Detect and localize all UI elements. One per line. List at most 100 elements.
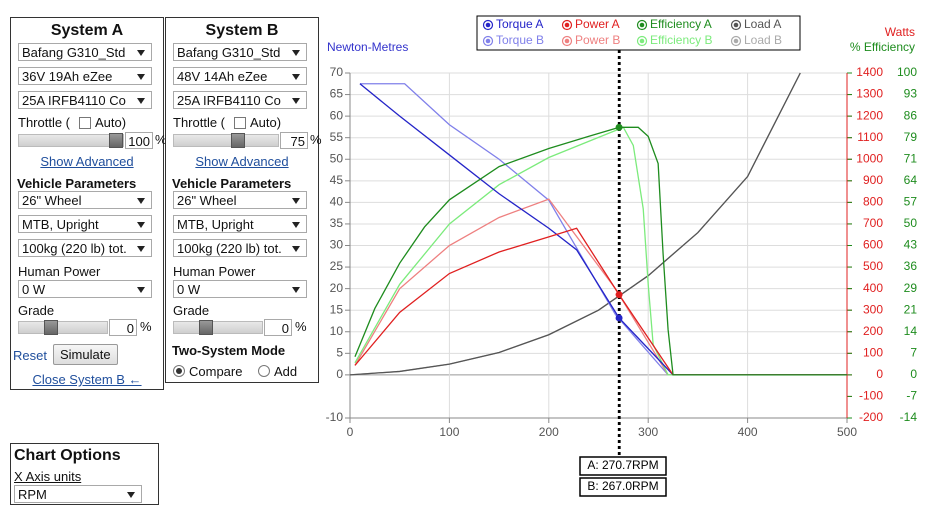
unit: % <box>155 132 167 147</box>
legend-marker-dot <box>564 38 570 44</box>
y-tick-label: 400 <box>863 281 883 295</box>
legend-label: Efficiency A <box>650 17 712 31</box>
cursor-dot <box>615 314 623 322</box>
link[interactable]: Show Advanced <box>40 154 134 169</box>
y-tick-label: 1000 <box>856 151 883 165</box>
y-tick-label: 900 <box>863 173 883 187</box>
y-tick-label: -7 <box>906 389 917 403</box>
input[interactable]: 100 <box>125 132 153 149</box>
heading: Two-System Mode <box>172 343 286 358</box>
y-tick-label: 0 <box>910 367 917 381</box>
legend-marker-dot <box>485 38 491 44</box>
y-tick-label: 200 <box>863 324 883 338</box>
panel-title: System B <box>205 22 279 39</box>
button[interactable]: Simulate <box>53 344 118 365</box>
y-tick-label: -14 <box>900 410 918 424</box>
y-tick-label: 1100 <box>857 130 883 144</box>
select[interactable]: 25A IRFB4110 Co <box>173 91 307 109</box>
y-tick-label: 10 <box>330 324 344 338</box>
radio[interactable] <box>258 365 270 377</box>
cursor-label: B: 267.0RPM <box>587 479 658 493</box>
slider[interactable] <box>18 320 108 335</box>
system-panel: System A Bafang G310_Std 36V 19Ah eZee 25A … <box>10 17 167 390</box>
y-tick-label: 70 <box>330 65 344 79</box>
legend-label: Power B <box>575 33 620 47</box>
select[interactable]: 100kg (220 lb) tot. <box>18 239 152 257</box>
x-tick-label: 500 <box>837 425 857 439</box>
input[interactable]: 0 <box>264 319 292 336</box>
y-tick-label: 7 <box>910 345 917 359</box>
select[interactable]: 26" Wheel <box>18 191 152 209</box>
unit: % <box>310 132 322 147</box>
select[interactable]: 26" Wheel <box>173 191 307 209</box>
select[interactable]: RPM <box>14 485 142 503</box>
select[interactable]: 0 W <box>18 280 152 298</box>
slider-thumb[interactable] <box>44 320 58 335</box>
y-tick-label: 71 <box>904 151 918 165</box>
select[interactable]: Bafang G310_Std <box>18 43 152 61</box>
select[interactable]: 100kg (220 lb) tot. <box>173 239 307 257</box>
legend-label: Power A <box>575 17 620 31</box>
y-tick-label: 45 <box>330 173 344 187</box>
select[interactable]: MTB, Upright <box>18 215 152 233</box>
axis-label: Watts <box>885 25 915 39</box>
y-tick-label: 50 <box>904 216 918 230</box>
legend-label: Torque A <box>496 17 543 31</box>
x-tick-label: 200 <box>539 425 559 439</box>
y-tick-label: 86 <box>904 108 918 122</box>
y-tick-label: 79 <box>904 130 918 144</box>
y-tick-label: 0 <box>876 367 883 381</box>
select[interactable]: 48V 14Ah eZee <box>173 67 307 85</box>
legend-label: Load B <box>744 33 782 47</box>
y-tick-label: 1300 <box>856 87 883 101</box>
series-line <box>354 227 847 376</box>
input[interactable]: 75 <box>280 132 308 149</box>
y-tick-label: 29 <box>904 281 918 295</box>
legend-marker-dot <box>639 22 645 28</box>
cursor-label: A: 270.7RPM <box>587 458 658 472</box>
select[interactable]: MTB, Upright <box>173 215 307 233</box>
y-tick-label: 36 <box>904 259 918 273</box>
y-tick-label: 800 <box>863 195 883 209</box>
radio[interactable] <box>173 365 185 377</box>
slider[interactable] <box>18 133 124 148</box>
heading: Vehicle Parameters <box>172 176 292 191</box>
unit: % <box>295 319 307 334</box>
link[interactable]: Show Advanced <box>195 154 289 169</box>
select[interactable]: Bafang G310_Std <box>173 43 307 61</box>
slider-thumb[interactable] <box>109 133 123 148</box>
heading: Chart Options <box>14 447 121 464</box>
x-tick-label: 0 <box>347 425 354 439</box>
link[interactable]: Reset <box>13 348 47 363</box>
y-tick-label: -10 <box>326 410 344 424</box>
slider-thumb[interactable] <box>199 320 213 335</box>
series-line <box>359 83 847 376</box>
y-tick-label: 64 <box>904 173 918 187</box>
slider[interactable] <box>173 320 263 335</box>
legend-marker-dot <box>564 22 570 28</box>
y-tick-label: 5 <box>336 345 343 359</box>
select[interactable]: 0 W <box>173 280 307 298</box>
legend-marker-dot <box>485 22 491 28</box>
y-tick-label: 1200 <box>856 108 883 122</box>
checkbox[interactable] <box>234 117 246 129</box>
legend-label: Efficiency B <box>650 33 712 47</box>
y-tick-label: 500 <box>863 259 883 273</box>
input[interactable]: 0 <box>109 319 137 336</box>
y-tick-label: 25 <box>330 259 344 273</box>
link[interactable]: Close System B ← <box>32 372 142 387</box>
slider-thumb[interactable] <box>231 133 245 148</box>
y-tick-label: 1400 <box>856 65 883 79</box>
select[interactable]: 25A IRFB4110 Co <box>18 91 152 109</box>
slider[interactable] <box>173 133 279 148</box>
select[interactable]: 36V 19Ah eZee <box>18 67 152 85</box>
legend-marker-dot <box>733 22 739 28</box>
cursor-box <box>579 477 667 497</box>
x-tick-label: 300 <box>638 425 658 439</box>
label: Grade <box>18 303 55 318</box>
checkbox[interactable] <box>79 117 91 129</box>
label: X Axis units <box>14 469 82 484</box>
y-tick-label: 43 <box>904 238 918 252</box>
y-tick-label: 57 <box>904 195 918 209</box>
y-tick-label: -100 <box>859 389 883 403</box>
